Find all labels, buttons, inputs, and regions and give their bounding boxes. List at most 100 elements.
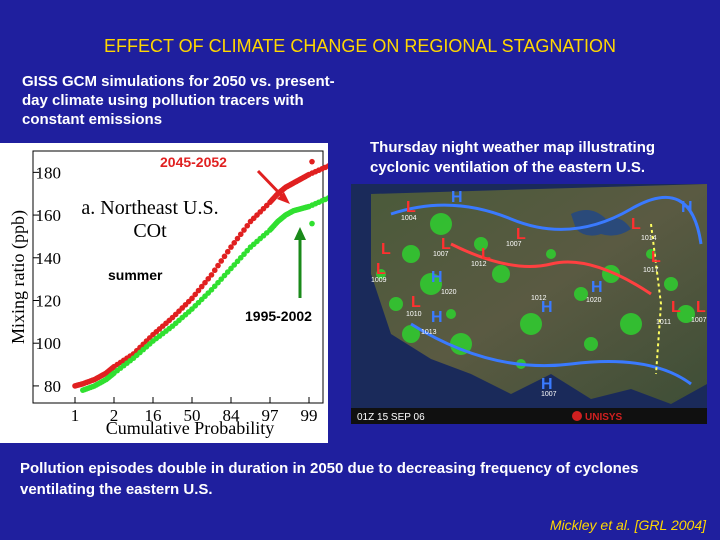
pressure-value: 1007 <box>506 241 522 248</box>
future-series-point <box>221 253 228 260</box>
season-label: summer <box>108 267 163 283</box>
low-pressure-marker: L <box>696 299 706 316</box>
x-axis-label: Cumulative Probability <box>106 418 275 438</box>
present-series-point <box>234 258 241 265</box>
future-series-point <box>228 244 234 250</box>
low-pressure-marker: L <box>671 299 681 316</box>
present-series-point <box>211 283 218 290</box>
future-series-point <box>205 275 212 282</box>
map-timestamp: 01Z 15 SEP 06 <box>357 412 425 423</box>
future-series-point <box>211 267 218 274</box>
future-series-point <box>224 248 231 255</box>
low-pressure-marker: L <box>516 226 526 243</box>
precipitation-blob <box>402 245 420 263</box>
present-series-point <box>231 262 238 268</box>
future-arrow <box>256 169 290 204</box>
y-tick-label: 180 <box>36 163 62 182</box>
precipitation-blob <box>574 287 588 301</box>
weather-map: H H H H H H H L L L L L L L L L L L 1004 1007 1012 1017 1014 10… <box>351 184 707 424</box>
map-caption: Thursday night weather map illustrating … <box>370 139 656 176</box>
future-series-point <box>215 262 221 269</box>
precipitation-blob <box>677 305 695 323</box>
precipitation-blob <box>546 249 556 259</box>
present-series-point <box>228 265 234 272</box>
present-series-point <box>244 247 251 254</box>
pressure-value: 1007 <box>541 391 557 398</box>
warm-front-line <box>450 242 652 296</box>
present-series-point <box>224 269 231 275</box>
present-series-point <box>241 251 247 258</box>
chart-title-line2: COt <box>133 220 167 242</box>
future-series-point <box>244 222 251 229</box>
y-tick-label: 80 <box>44 377 61 396</box>
x-tick-label: 2 <box>110 406 119 425</box>
map-footer <box>351 408 707 424</box>
present-series-point <box>218 276 225 282</box>
future-series-point <box>218 258 225 264</box>
pressure-value: 1004 <box>401 215 417 222</box>
future-series-point <box>189 295 195 302</box>
pressure-value: 1017 <box>643 267 659 274</box>
future-period-label: 2045-2052 <box>160 154 227 170</box>
precipitation-blob <box>450 333 472 355</box>
precipitation-blob <box>520 313 542 335</box>
pressure-value: 1010 <box>406 311 422 318</box>
pressure-value: 1007 <box>433 251 449 258</box>
pressure-value: 1013 <box>421 329 437 336</box>
chart-title-line1: a. Northeast U.S. <box>81 197 218 219</box>
low-pressure-marker: L <box>481 246 491 263</box>
cold-front-line <box>390 195 703 245</box>
precipitation-blob <box>420 273 442 295</box>
pressure-value: 1011 <box>656 319 671 326</box>
precipitation-blob <box>474 237 488 251</box>
precipitation-blob <box>430 213 452 235</box>
map-brand: UNISYS <box>585 412 623 423</box>
low-pressure-marker: L <box>651 249 661 266</box>
future-series-point <box>241 227 247 233</box>
x-tick-label: 99 <box>301 406 318 425</box>
future-series-point <box>192 291 199 298</box>
plot-frame <box>32 150 324 404</box>
future-series-point <box>309 158 315 165</box>
high-pressure-marker: H <box>541 376 553 393</box>
present-series-point <box>221 272 228 279</box>
low-pressure-marker: L <box>376 261 386 278</box>
y-tick-label: 140 <box>36 249 62 268</box>
future-series-point <box>195 287 202 294</box>
present-arrow <box>294 227 306 298</box>
mixing-ratio-chart: 80 100 120 140 160 180 1 2 16 50 84 97 99 a. Northea… <box>0 143 332 443</box>
southern-front-line <box>410 322 692 386</box>
present-period-label: 1995-2002 <box>245 308 312 324</box>
precipitation-blob <box>446 309 456 319</box>
precipitation-blob <box>389 297 403 311</box>
low-pressure-marker: L <box>441 236 451 253</box>
future-series-point <box>202 279 208 286</box>
high-pressure-marker: H <box>431 309 443 326</box>
x-tick-label: 50 <box>184 406 201 425</box>
high-pressure-marker: H <box>541 299 553 316</box>
low-pressure-marker: L <box>631 216 641 233</box>
low-pressure-marker: L <box>381 241 391 258</box>
pressure-value: 1020 <box>441 289 457 296</box>
low-pressure-marker: L <box>406 199 416 216</box>
precipitation-blob <box>376 269 386 279</box>
conclusion-text: Pollution episodes double in duration in… <box>20 460 639 498</box>
present-series-point <box>215 279 221 286</box>
precipitation-blob <box>646 249 656 259</box>
future-series-point <box>234 235 241 242</box>
citation-text: Mickley et al. [GRL 2004] <box>549 517 706 533</box>
y-tick-label: 120 <box>36 291 62 310</box>
present-series-point <box>208 287 215 293</box>
high-pressure-marker: H <box>681 199 693 216</box>
pressure-value: 1007 <box>691 317 707 324</box>
unisys-logo-icon <box>572 411 582 421</box>
y-tick-label: 100 <box>36 334 62 353</box>
slide-title: EFFECT OF CLIMATE CHANGE ON REGIONAL STA… <box>103 36 617 56</box>
future-series-point <box>237 231 244 238</box>
pressure-value: 1009 <box>371 277 387 284</box>
precipitation-blob <box>402 325 420 343</box>
future-series-point <box>231 240 238 246</box>
precipitation-blob <box>492 265 510 283</box>
high-pressure-marker: H <box>591 279 603 296</box>
x-tick-label: 16 <box>145 406 162 425</box>
